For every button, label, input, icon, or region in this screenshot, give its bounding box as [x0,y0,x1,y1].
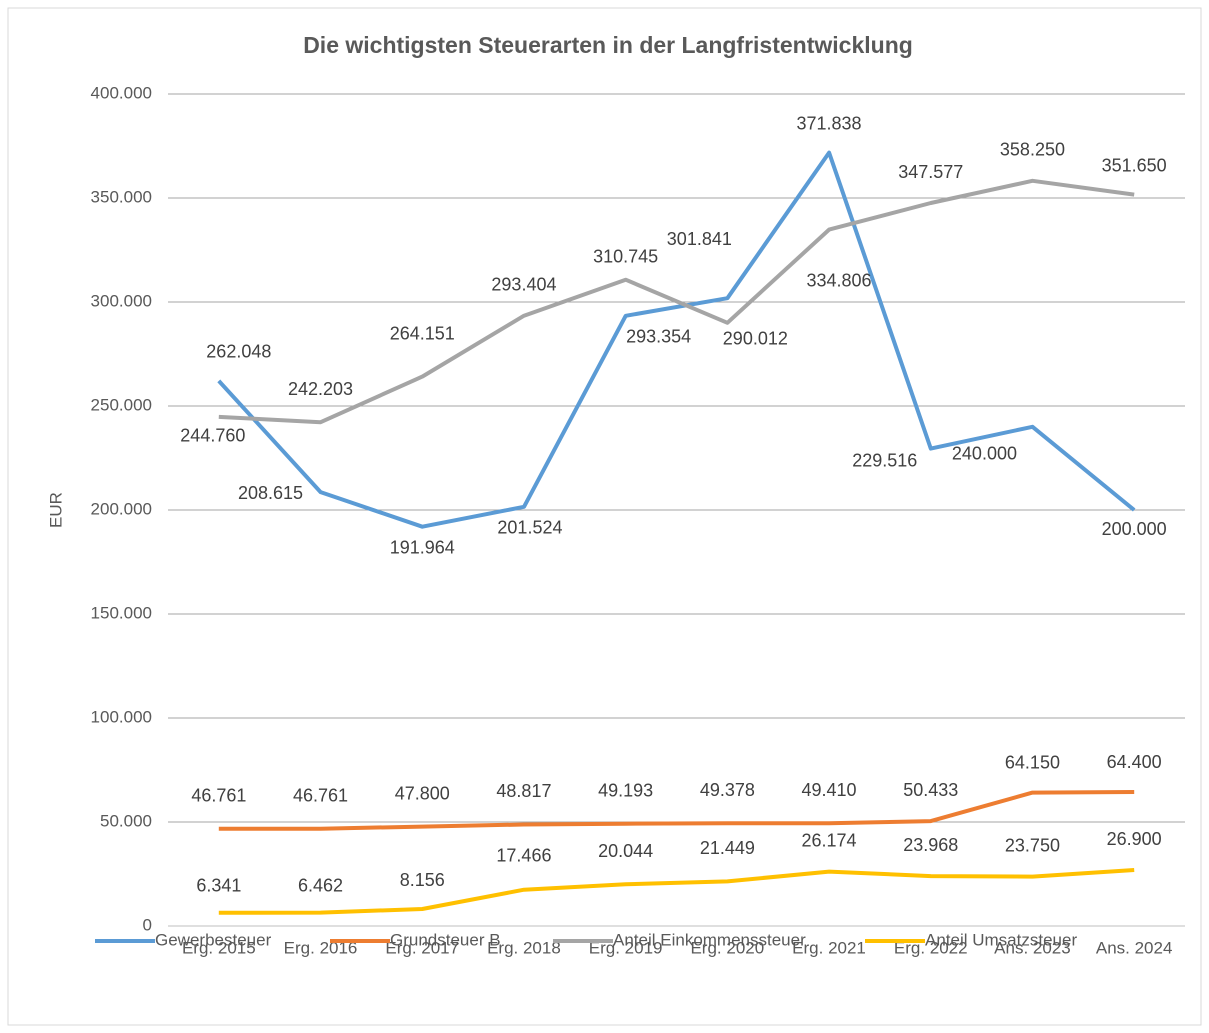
y-tick-label: 150.000 [91,603,152,622]
data-label: 48.817 [496,781,551,801]
legend-label: Anteil Einkommenssteuer [613,930,806,949]
data-label: 6.462 [298,875,343,895]
data-label: 49.193 [598,780,653,800]
data-label: 200.000 [1102,519,1167,539]
data-label: 50.433 [903,780,958,800]
data-label: 17.466 [496,845,551,865]
data-label: 208.615 [238,483,303,503]
data-label: 64.400 [1107,752,1162,772]
y-tick-label: 200.000 [91,499,152,518]
data-label: 64.150 [1005,752,1060,772]
data-label: 371.838 [797,113,862,133]
x-tick-label: Erg. 2016 [284,938,358,957]
data-label: 201.524 [497,518,562,538]
x-tick-label: Ans. 2023 [994,938,1071,957]
data-label: 293.354 [626,327,691,347]
data-label: 20.044 [598,841,653,861]
series-line [218,790,1135,831]
data-label: 293.404 [491,274,556,294]
data-label: 21.449 [700,838,755,858]
data-label: 240.000 [952,444,1017,464]
legend-label: Gewerbesteuer [155,930,272,949]
data-label: 334.806 [807,270,872,290]
y-tick-label: 400.000 [91,83,152,102]
data-label: 49.410 [802,780,857,800]
x-tick-label: Erg. 2022 [894,938,968,957]
data-label: 191.964 [390,537,455,557]
y-tick-label: 50.000 [100,811,152,830]
data-label: 290.012 [723,329,788,349]
x-tick-label: Erg. 2019 [589,938,663,957]
x-tick-label: Erg. 2017 [385,938,459,957]
x-tick-label: Ans. 2024 [1096,938,1173,957]
data-label: 310.745 [593,246,658,266]
x-tick-label: Erg. 2018 [487,938,561,957]
series-line [217,150,1136,529]
data-label: 23.750 [1005,835,1060,855]
y-tick-label: 300.000 [91,291,152,310]
legend-label: Anteil Umsatzsteuer [925,930,1077,949]
y-axis-label: EUR [46,492,65,528]
series-line [218,178,1135,425]
data-label: 26.900 [1107,829,1162,849]
data-label: 46.761 [191,785,246,805]
chart-frame [7,7,1202,1026]
data-label: 262.048 [206,342,271,362]
data-label: 347.577 [898,162,963,182]
y-tick-label: 350.000 [91,187,152,206]
data-label: 358.250 [1000,140,1065,160]
data-label: 229.516 [852,450,917,470]
data-label: 244.760 [180,426,245,446]
data-label: 242.203 [288,379,353,399]
y-tick-label: 100.000 [91,707,152,726]
legend-label: Grundsteuer B [390,930,501,949]
y-tick-label: 250.000 [91,395,152,414]
y-tick-label: 0 [143,915,152,934]
data-label: 301.841 [667,229,732,249]
data-label: 264.151 [390,323,455,343]
series-line [218,868,1135,915]
x-tick-label: Erg. 2020 [690,938,764,957]
data-label: 26.174 [802,830,857,850]
data-label: 49.378 [700,780,755,800]
data-label: 23.968 [903,835,958,855]
data-label: 6.341 [196,876,241,896]
x-tick-label: Erg. 2021 [792,938,866,957]
x-tick-label: Erg. 2015 [182,938,256,957]
data-label: 351.650 [1102,155,1167,175]
data-label: 47.800 [395,783,450,803]
data-label: 46.761 [293,785,348,805]
chart-title: Die wichtigsten Steuerarten in der Langf… [303,32,913,58]
data-label: 8.156 [400,870,445,890]
